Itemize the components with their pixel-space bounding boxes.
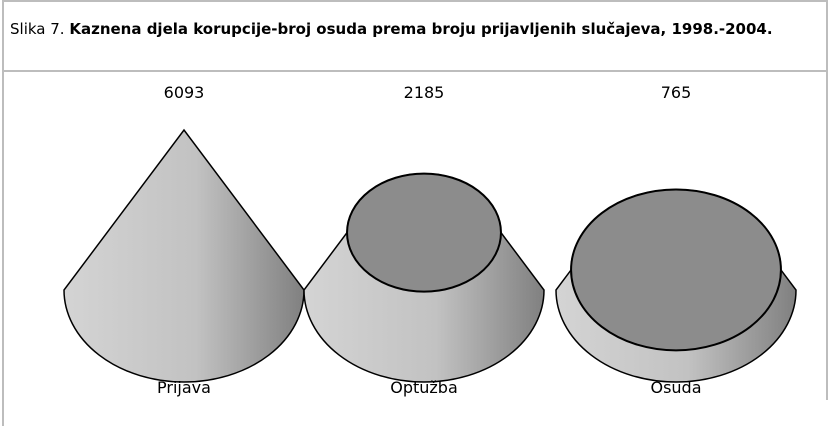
cone: [64, 130, 304, 382]
cone-top: [571, 189, 781, 350]
category-label: Optužba: [390, 378, 458, 397]
cone: [304, 174, 544, 382]
cone-top: [347, 174, 501, 292]
cone: [556, 189, 796, 382]
category-label: Prijava: [157, 378, 211, 397]
value-label: 765: [661, 83, 692, 102]
chart: 6093 Prijava 2185 Optužba 765 Osuda: [0, 0, 832, 426]
value-label: 6093: [164, 83, 205, 102]
category-label: Osuda: [650, 378, 701, 397]
value-label: 2185: [404, 83, 445, 102]
page: Slika 7. Kaznena djela korupcije-broj os…: [0, 0, 832, 426]
cone-side: [64, 130, 304, 382]
